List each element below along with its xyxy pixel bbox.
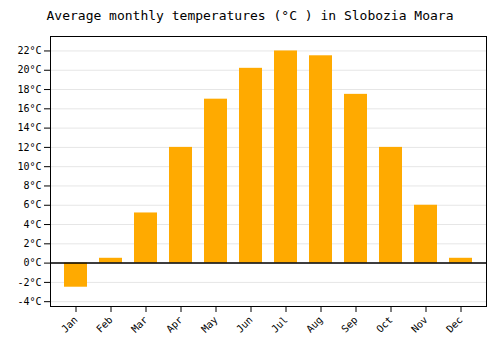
svg-text:6°C: 6°C [23,199,41,210]
svg-text:Dec: Dec [444,314,465,335]
svg-text:20°C: 20°C [17,64,41,75]
svg-text:May: May [199,314,220,335]
svg-text:Jul: Jul [269,314,290,335]
svg-text:8°C: 8°C [23,180,41,191]
svg-text:14°C: 14°C [17,122,41,133]
svg-text:Mar: Mar [129,314,150,335]
html-text:Average monthly temperatures (: Average monthly temperatures (°C ) in Sl… [46,8,454,23]
svg-text:Feb: Feb [94,314,115,335]
svg-text:12°C: 12°C [17,142,41,153]
svg-text:4°C: 4°C [23,219,41,230]
svg-text:Aug: Aug [304,314,325,335]
svg-text:Jan: Jan [59,314,80,335]
svg-text:0°C: 0°C [23,257,41,268]
svg-text:Sep: Sep [339,314,360,335]
svg-text:Nov: Nov [409,314,430,335]
svg-text:16°C: 16°C [17,103,41,114]
svg-text:Apr: Apr [164,314,185,335]
svg-text:18°C: 18°C [17,84,41,95]
svg-text:2°C: 2°C [23,238,41,249]
svg-text:Jun: Jun [234,314,255,335]
svg-text:-4°C: -4°C [17,296,41,307]
svg-text:10°C: 10°C [17,161,41,172]
svg-text:22°C: 22°C [17,45,41,56]
svg-text:-2°C: -2°C [17,277,41,288]
svg-text:Oct: Oct [374,314,395,335]
